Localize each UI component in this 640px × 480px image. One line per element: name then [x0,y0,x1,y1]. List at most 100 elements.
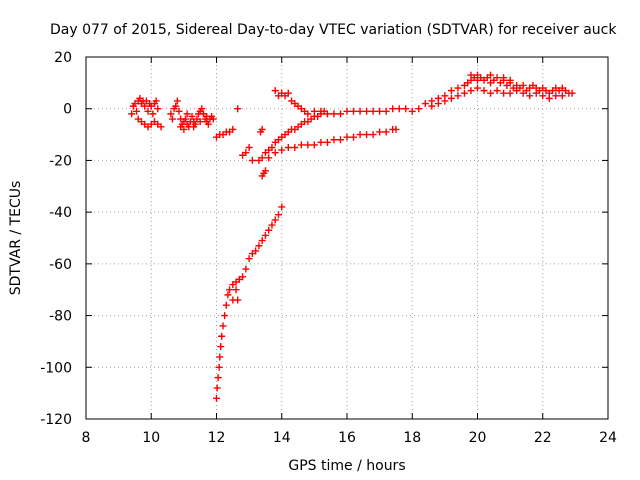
data-point [242,265,250,273]
data-point [141,102,149,110]
data-point [188,112,196,120]
data-point [392,125,400,133]
data-point [128,110,136,118]
series-descending-arc [213,167,286,402]
data-point [196,118,204,126]
data-point [213,394,220,402]
data-point [278,203,286,211]
data-point [369,131,377,139]
data-point [172,102,180,110]
data-point [323,138,331,146]
data-point [213,384,221,392]
data-point [245,255,253,263]
data-point [474,71,481,79]
data-point [265,154,273,162]
data-point [532,89,540,97]
x-tick-labels: 8 10 12 14 16 18 20 22 24 [82,430,617,446]
series-cluster-near-11h [167,97,217,133]
data-point [167,110,175,118]
data-point [363,131,371,139]
data-point [506,76,514,84]
data-point [255,242,263,250]
y-tick-label: 0 [63,102,72,118]
data-point [261,231,269,239]
data-point [343,133,351,141]
data-point [336,110,344,118]
data-point [245,144,253,151]
data-point [369,107,377,115]
data-point [209,115,217,123]
data-point [239,273,247,281]
data-point [198,105,206,113]
y-tick-labels: 20 0 -20 -40 -60 -80 -100 -120 [40,50,72,428]
x-tick-label: 14 [273,430,291,446]
data-point [190,123,198,131]
series-lower-arc [265,125,400,162]
data-point [356,107,364,115]
data-point [173,97,181,105]
data-point [271,149,279,157]
data-point [252,247,260,255]
x-tick-label: 10 [142,430,160,446]
data-point [421,100,429,108]
data-point [356,131,364,139]
data-point [154,105,162,113]
x-tick-label: 16 [338,430,356,446]
data-point [415,105,423,113]
data-point [539,92,547,100]
data-point [274,211,282,219]
data-point [519,81,527,89]
series-main-trace [310,71,576,118]
data-point [222,301,230,309]
data-point [506,89,514,97]
data-point [258,125,266,133]
data-point [487,71,495,79]
y-tick-label: -120 [40,412,72,428]
data-point [552,92,560,100]
data-point [221,312,229,320]
data-point [493,74,501,82]
data-point [310,107,318,115]
data-point [428,102,436,110]
data-point [382,107,390,115]
data-point [278,146,286,154]
data-point [157,123,165,131]
data-point [343,107,351,115]
data-point [376,128,384,136]
grid [86,57,608,419]
data-point [447,94,455,102]
data-point [382,128,390,136]
data-point [144,107,152,115]
data-point [271,87,279,95]
data-point [268,144,276,151]
data-point [350,107,358,115]
data-point [460,89,468,97]
data-point [526,92,534,100]
data-point [558,92,566,100]
data-point [216,353,224,361]
data-point [317,107,325,115]
y-tick-label: 20 [54,50,72,66]
data-point [310,141,318,149]
data-point [500,74,508,82]
data-point [284,144,292,151]
x-tick-label: 22 [534,430,552,446]
data-point [229,296,237,304]
data-point [204,120,212,128]
data-point [336,136,344,144]
data-point [152,97,160,105]
data-point [214,374,222,382]
data-point [258,154,266,162]
data-point [304,141,312,149]
data-point [545,94,553,102]
data-point [500,89,508,97]
data-point [248,156,256,164]
x-tick-label: 12 [208,430,226,446]
data-point [568,89,576,97]
data-point [402,105,410,113]
data-point [434,100,442,108]
x-axis-label: GPS time / hours [288,458,405,474]
series-early-cluster [128,94,165,131]
data-point [304,110,312,118]
